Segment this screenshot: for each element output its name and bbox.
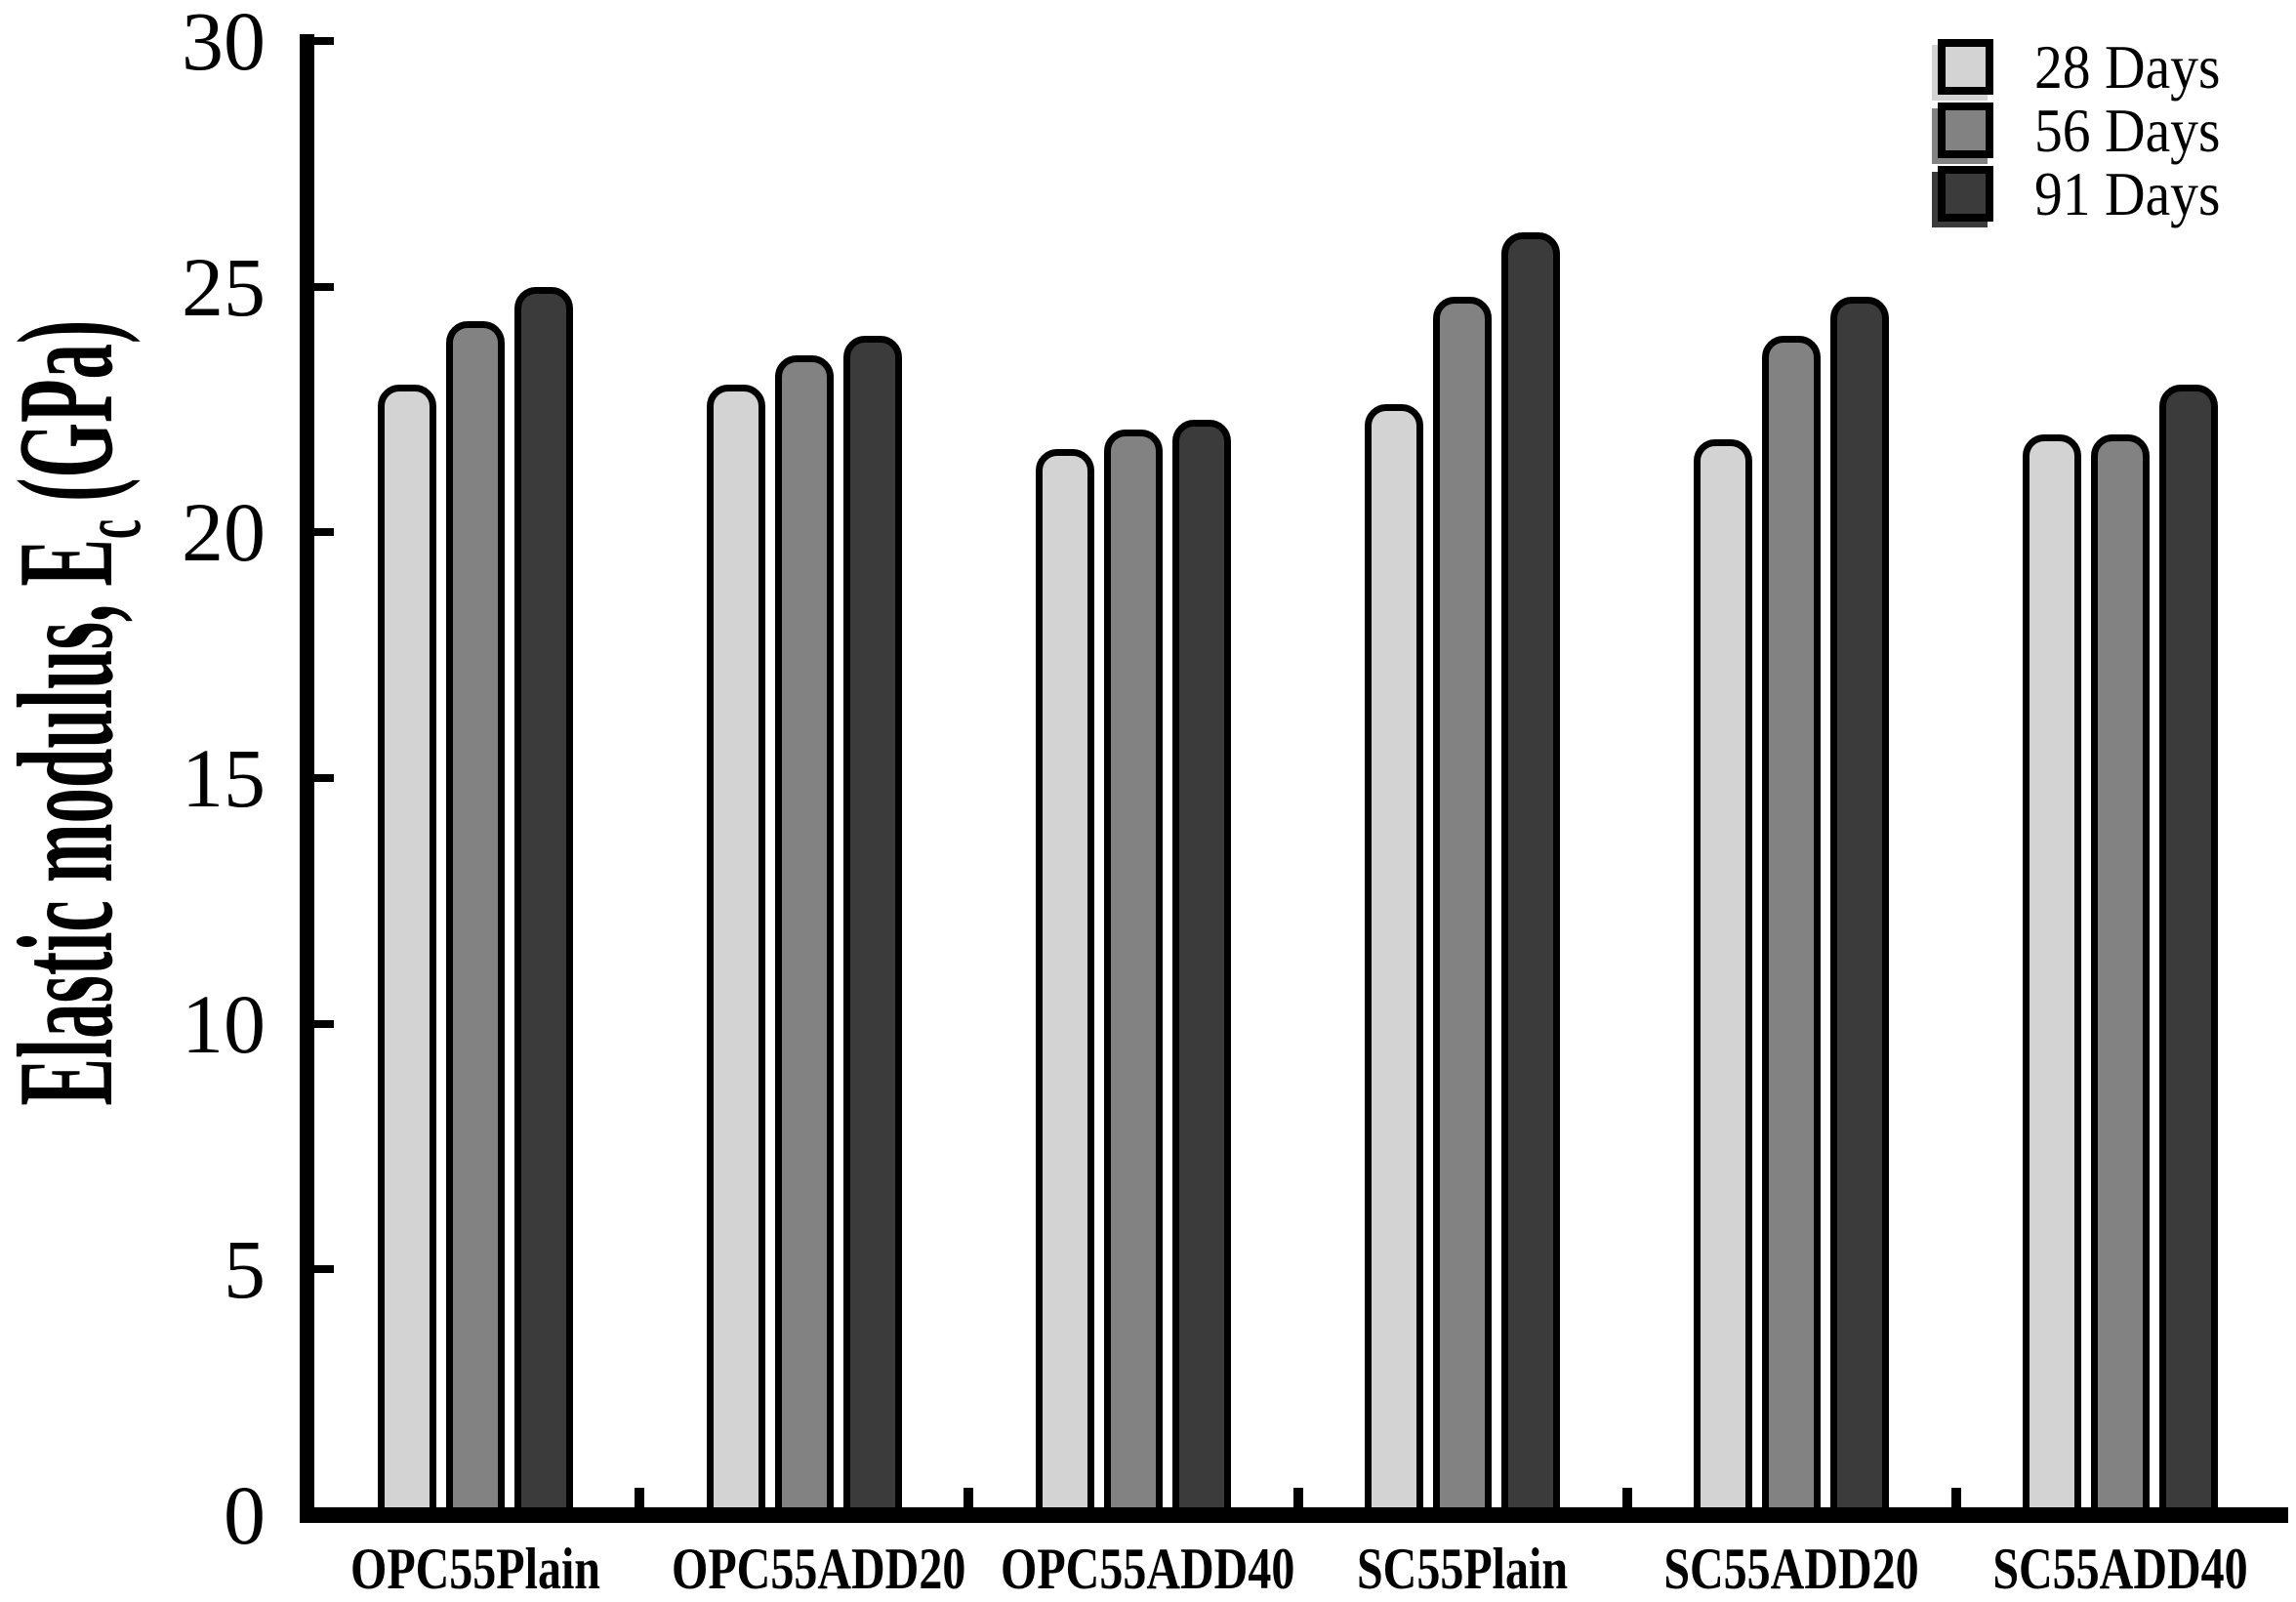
bar — [514, 287, 573, 1515]
legend-swatch — [1938, 103, 1993, 158]
y-axis-tick — [314, 1265, 334, 1273]
x-axis-tick — [964, 1488, 973, 1507]
x-axis-tick — [635, 1488, 644, 1507]
y-axis-tick — [314, 774, 334, 782]
legend-label: 28 Days — [2034, 32, 2221, 102]
y-axis-tick-label: 10 — [182, 977, 266, 1071]
bar — [1365, 404, 1423, 1515]
y-axis-tick — [314, 283, 334, 291]
bar — [2159, 385, 2218, 1515]
bar — [843, 336, 902, 1515]
bar — [775, 355, 834, 1515]
legend-row: 56 Days — [1938, 96, 2241, 165]
category-label: SC55ADD40 — [1992, 1537, 2248, 1601]
y-axis-tick-label: 25 — [182, 240, 266, 334]
y-axis-tick — [314, 37, 334, 45]
bar — [1433, 297, 1492, 1515]
legend-swatch — [1938, 39, 1993, 95]
y-axis-tick-label: 5 — [224, 1222, 266, 1316]
bar — [1172, 420, 1231, 1515]
y-axis-tick-label: 15 — [182, 731, 266, 825]
bar — [446, 321, 505, 1515]
x-axis-line — [300, 1507, 2288, 1523]
legend-swatch — [1938, 166, 1993, 222]
x-axis-tick — [1951, 1488, 1961, 1507]
y-axis-tick-label: 0 — [224, 1468, 266, 1562]
legend-row: 91 Days — [1938, 159, 2241, 228]
y-axis-line — [300, 34, 314, 1523]
category-label: SC55Plain — [1356, 1537, 1569, 1601]
y-axis-tick-label: 30 — [182, 0, 266, 88]
legend-row: 28 Days — [1938, 32, 2241, 102]
x-axis-tick — [1293, 1488, 1303, 1507]
legend: 28 Days 56 Days 91 Days — [1938, 32, 2241, 229]
bar — [1694, 439, 1752, 1515]
bar — [2091, 434, 2150, 1515]
x-axis-tick — [1622, 1488, 1632, 1507]
legend-label: 56 Days — [2034, 96, 2221, 165]
bar — [1830, 297, 1889, 1515]
bar — [2023, 434, 2081, 1515]
bar — [1104, 430, 1163, 1515]
legend-label: 91 Days — [2034, 159, 2221, 228]
y-axis-tick-label: 20 — [182, 485, 266, 579]
category-label: OPC55ADD40 — [1001, 1537, 1295, 1601]
bar — [378, 385, 436, 1515]
y-axis-tick — [314, 1020, 334, 1028]
bar — [1762, 336, 1821, 1515]
bar — [707, 385, 765, 1515]
category-label: OPC55Plain — [349, 1537, 600, 1601]
bar — [1501, 232, 1560, 1515]
category-label: OPC55ADD20 — [672, 1537, 966, 1601]
y-axis-tick — [314, 528, 334, 536]
category-label: SC55ADD20 — [1663, 1537, 1919, 1601]
bar — [1036, 449, 1094, 1515]
